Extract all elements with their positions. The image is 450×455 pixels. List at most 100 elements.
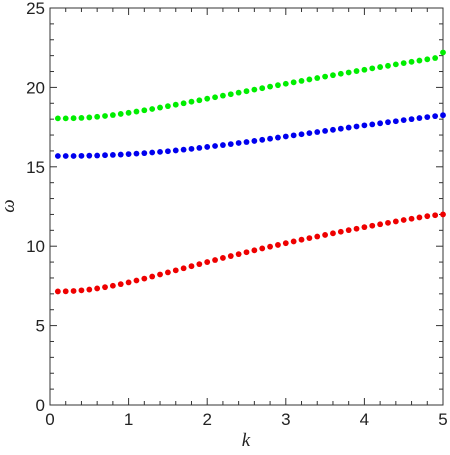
- data-point: [54, 288, 61, 295]
- data-point: [243, 249, 250, 256]
- data-point: [282, 133, 289, 140]
- data-point: [298, 131, 305, 138]
- data-point: [345, 124, 352, 131]
- data-point: [377, 64, 384, 70]
- data-point: [298, 236, 305, 243]
- data-point: [102, 284, 108, 291]
- data-point: [62, 288, 69, 295]
- data-point: [204, 95, 211, 102]
- data-point: [102, 113, 108, 119]
- data-point: [78, 287, 85, 294]
- data-point: [392, 61, 399, 68]
- data-point: [337, 70, 344, 77]
- data-point: [361, 224, 368, 231]
- series-1: [54, 49, 446, 122]
- data-point: [149, 106, 156, 112]
- data-point: [330, 126, 336, 133]
- x-tick-label: 3: [281, 410, 290, 429]
- data-point: [212, 143, 218, 149]
- data-point: [400, 117, 407, 124]
- data-point: [416, 57, 423, 64]
- data-point: [180, 100, 187, 107]
- data-point: [432, 212, 439, 219]
- data-point: [188, 263, 195, 270]
- data-point: [306, 76, 313, 83]
- data-point: [369, 65, 376, 72]
- data-point: [408, 58, 415, 65]
- data-point: [330, 230, 336, 237]
- data-point: [408, 116, 415, 123]
- data-point: [212, 257, 218, 263]
- data-point: [102, 152, 108, 159]
- data-point: [54, 115, 61, 122]
- data-point: [440, 112, 446, 119]
- data-point: [369, 121, 376, 128]
- data-point: [227, 253, 234, 259]
- data-point: [385, 219, 391, 226]
- data-point: [141, 275, 148, 282]
- y-tick-label: 25: [26, 0, 45, 18]
- x-tick-label: 5: [438, 410, 447, 429]
- data-point: [149, 149, 156, 156]
- data-point: [377, 221, 384, 228]
- y-tick-label: 5: [36, 317, 45, 336]
- data-point: [94, 113, 101, 120]
- data-point: [361, 122, 368, 129]
- data-point: [353, 123, 360, 130]
- data-point: [70, 288, 77, 294]
- data-point: [180, 265, 187, 272]
- data-point: [369, 222, 376, 229]
- data-point: [424, 114, 431, 120]
- data-point: [345, 69, 352, 76]
- data-point: [385, 119, 391, 126]
- data-point: [306, 130, 313, 137]
- data-point: [353, 225, 360, 232]
- data-point: [172, 147, 179, 154]
- data-point: [322, 232, 328, 238]
- x-tick-label: 4: [360, 410, 369, 429]
- data-point: [157, 104, 163, 111]
- data-point: [141, 150, 148, 157]
- data-point: [306, 235, 313, 242]
- data-point: [275, 134, 281, 141]
- data-point: [86, 114, 93, 121]
- data-point: [180, 146, 187, 153]
- data-point: [220, 142, 226, 148]
- y-tick-label: 15: [26, 158, 45, 177]
- y-tick-label: 20: [26, 78, 45, 97]
- data-point: [400, 60, 407, 67]
- series-3: [54, 211, 446, 295]
- data-point: [432, 113, 439, 120]
- data-point: [267, 135, 273, 142]
- data-point: [165, 148, 171, 155]
- data-point: [125, 151, 132, 157]
- data-point: [251, 138, 258, 144]
- data-point: [196, 261, 203, 268]
- data-point: [117, 111, 124, 117]
- data-point: [259, 245, 266, 252]
- data-point: [54, 153, 61, 159]
- data-point: [125, 109, 132, 116]
- data-point: [322, 73, 328, 80]
- data-point: [424, 56, 431, 63]
- y-axis-label: ω: [0, 199, 19, 212]
- data-point: [235, 251, 242, 258]
- data-point: [94, 152, 101, 159]
- data-point: [259, 136, 266, 143]
- data-point: [133, 108, 140, 115]
- data-point: [235, 140, 242, 146]
- data-point: [117, 151, 124, 158]
- data-point: [314, 129, 321, 135]
- data-point: [204, 259, 211, 265]
- y-tick-label: 0: [36, 396, 45, 415]
- data-point: [322, 128, 328, 134]
- data-point: [157, 271, 163, 278]
- data-point: [165, 103, 171, 110]
- data-point: [70, 115, 77, 122]
- data-point: [377, 120, 384, 127]
- data-point: [172, 101, 179, 108]
- data-point: [251, 86, 258, 93]
- data-point: [196, 145, 203, 151]
- data-point: [133, 277, 140, 284]
- axis-ticks: [49, 7, 444, 406]
